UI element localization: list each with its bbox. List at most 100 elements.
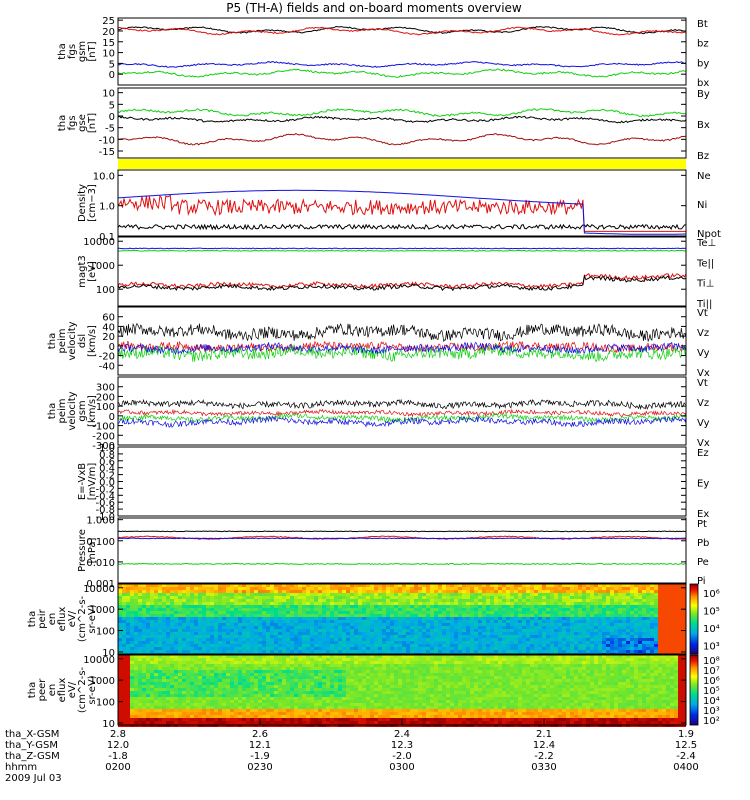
heatmap-cell <box>374 608 378 611</box>
heatmap-cell <box>462 650 466 653</box>
heatmap-cell <box>374 629 378 632</box>
heatmap-cell <box>158 676 162 679</box>
heatmap-cell <box>214 596 218 599</box>
series-line-Vy <box>117 412 687 424</box>
heatmap-cell <box>150 721 154 724</box>
heatmap-cell <box>674 617 678 620</box>
heatmap-cell <box>186 679 190 682</box>
heatmap-cell <box>482 584 486 587</box>
heatmap-cell <box>346 590 350 593</box>
heatmap-cell <box>154 602 158 605</box>
heatmap-cell <box>222 661 226 664</box>
heatmap-cell <box>542 638 546 641</box>
heatmap-cell <box>230 599 234 602</box>
heatmap-cell <box>310 676 314 679</box>
heatmap-cell <box>222 697 226 700</box>
heatmap-cell <box>494 647 498 650</box>
heatmap-cell <box>222 629 226 632</box>
heatmap-cell <box>634 650 638 653</box>
heatmap-cell <box>402 647 406 650</box>
heatmap-cell <box>190 599 194 602</box>
heatmap-cell <box>146 641 150 644</box>
heatmap-cell <box>506 626 510 629</box>
heatmap-cell <box>130 688 134 691</box>
heatmap-cell <box>282 706 286 709</box>
heatmap-cell <box>662 632 666 635</box>
heatmap-cell <box>190 682 194 685</box>
heatmap-cell <box>318 650 322 653</box>
heatmap-cell <box>682 593 686 596</box>
heatmap-cell <box>166 679 170 682</box>
heatmap-cell <box>642 617 646 620</box>
heatmap-cell <box>238 599 242 602</box>
heatmap-cell <box>194 608 198 611</box>
heatmap-cell <box>334 614 338 617</box>
heatmap-cell <box>230 605 234 608</box>
heatmap-cell <box>230 608 234 611</box>
heatmap-cell <box>554 647 558 650</box>
heatmap-cell <box>662 596 666 599</box>
heatmap-cell <box>126 688 130 691</box>
heatmap-cell <box>642 629 646 632</box>
heatmap-cell <box>626 629 630 632</box>
heatmap-cell <box>462 608 466 611</box>
heatmap-cell <box>122 608 126 611</box>
legend-Ti⊥: Ti⊥ <box>696 279 714 290</box>
heatmap-cell <box>170 658 174 661</box>
heatmap-cell <box>186 685 190 688</box>
heatmap-cell <box>194 635 198 638</box>
heatmap-cell <box>554 605 558 608</box>
heatmap-cell <box>314 700 318 703</box>
heatmap-cell <box>146 715 150 718</box>
heatmap-cell <box>186 655 190 658</box>
heatmap-cell <box>266 629 270 632</box>
heatmap-cell <box>222 721 226 724</box>
heatmap-cell <box>646 611 650 614</box>
heatmap-cell <box>318 629 322 632</box>
heatmap-cell <box>206 688 210 691</box>
heatmap-cell <box>294 691 298 694</box>
heatmap-cell <box>206 620 210 623</box>
heatmap-cell <box>218 617 222 620</box>
heatmap-cell <box>146 700 150 703</box>
heatmap-cell <box>318 587 322 590</box>
heatmap-cell <box>618 614 622 617</box>
heatmap-cell <box>202 658 206 661</box>
heatmap-cell <box>638 611 642 614</box>
heatmap-cell <box>530 599 534 602</box>
heatmap-cell <box>378 593 382 596</box>
heatmap-cell <box>650 602 654 605</box>
heatmap-cell <box>334 644 338 647</box>
heatmap-cell <box>342 644 346 647</box>
heatmap-cell <box>270 614 274 617</box>
heatmap-cell <box>214 718 218 721</box>
heatmap-cell <box>150 700 154 703</box>
heatmap-cell <box>186 614 190 617</box>
heatmap-cell <box>350 644 354 647</box>
heatmap-cell <box>334 629 338 632</box>
heatmap-cell <box>654 599 658 602</box>
heatmap-cell <box>390 626 394 629</box>
heatmap-cell <box>498 608 502 611</box>
heatmap-cell <box>262 709 266 712</box>
heatmap-cell <box>274 679 278 682</box>
heatmap-cell <box>182 629 186 632</box>
heatmap-cell <box>274 655 278 658</box>
heatmap-cell <box>330 644 334 647</box>
heatmap-cell <box>226 718 230 721</box>
heatmap-cell <box>330 647 334 650</box>
heatmap-cell <box>642 599 646 602</box>
heatmap-cell <box>198 629 202 632</box>
series-line-Te|| <box>117 274 687 292</box>
heatmap-cell <box>574 602 578 605</box>
heatmap-cell <box>542 626 546 629</box>
heatmap-cell <box>182 638 186 641</box>
heatmap-cell <box>494 635 498 638</box>
heatmap-cell <box>366 650 370 653</box>
heatmap-cell <box>630 590 634 593</box>
heatmap-cell <box>370 650 374 653</box>
heatmap-cell <box>650 617 654 620</box>
heatmap-cell <box>190 632 194 635</box>
heatmap-cell <box>582 638 586 641</box>
heatmap-cell <box>454 623 458 626</box>
